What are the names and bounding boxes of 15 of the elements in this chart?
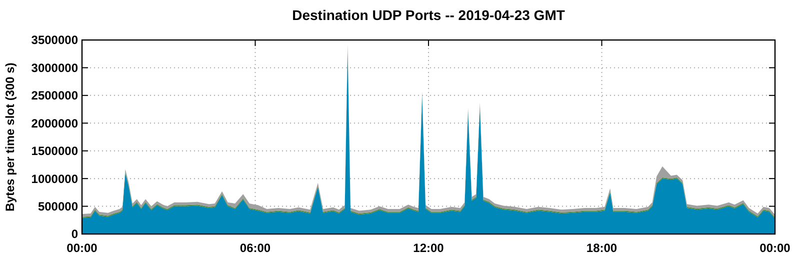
- y-tick-label: 2000000: [31, 116, 78, 130]
- y-tick-label: 2500000: [31, 88, 78, 103]
- y-tick-label: 0: [71, 227, 78, 242]
- chart-title: Destination UDP Ports -- 2019-04-23 GMT: [292, 7, 566, 23]
- y-tick-label: 3000000: [31, 60, 78, 75]
- y-axis-title: Bytes per time slot (300 s): [3, 62, 17, 212]
- y-tick-label: 500000: [38, 199, 78, 214]
- x-tick-label: 06:00: [240, 241, 271, 255]
- y-tick-label: 1500000: [31, 144, 78, 158]
- x-tick-label: 00:00: [760, 241, 791, 255]
- y-tick-label: 3500000: [31, 33, 78, 48]
- y-tick-label: 1000000: [31, 172, 78, 186]
- x-tick-label: 00:00: [66, 241, 98, 255]
- x-tick-label: 18:00: [586, 241, 618, 255]
- x-tick-label: 12:00: [413, 241, 444, 255]
